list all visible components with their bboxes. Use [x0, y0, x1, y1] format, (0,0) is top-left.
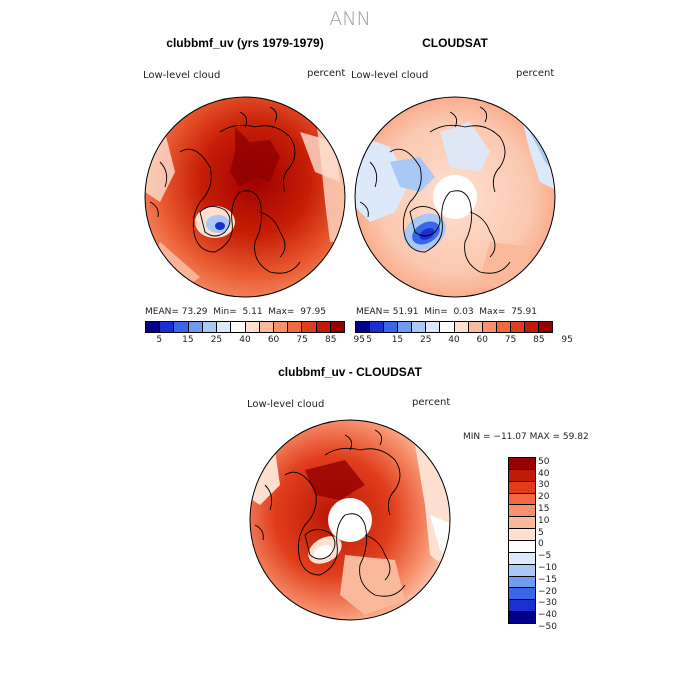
- colorbar-tick-label: 75: [504, 335, 517, 345]
- panel-1-field-label: Low-level cloud: [143, 70, 221, 81]
- colorbar-swatch: [245, 322, 260, 332]
- colorbar-swatch: [539, 322, 553, 332]
- panel-2-field-label: Low-level cloud: [351, 70, 429, 81]
- panel-1-units: percent: [307, 68, 346, 79]
- colorbar-swatch: [384, 322, 399, 332]
- colorbar-swatch: [510, 322, 525, 332]
- diff-panel-minmax: MIN = −11.07 MAX = 59.82: [463, 432, 589, 442]
- colorbar-tick-label: 5: [366, 335, 372, 345]
- diff-colorbar-ticks: 50 40 30 20 15 10 5 0 −5 −10 −15 −20 −30 −40 −50: [538, 456, 578, 632]
- diff-panel-field-label: Low-level cloud: [247, 399, 325, 410]
- colorbar-swatch: [202, 322, 218, 332]
- colorbar-tick-label: −40: [538, 610, 557, 621]
- colorbar-tick-label: 85: [324, 335, 337, 345]
- colorbar-swatch: [524, 322, 540, 332]
- colorbar-tick-label: 5: [156, 335, 163, 345]
- colorbar-swatch: [454, 322, 469, 332]
- colorbar-swatch: [231, 322, 246, 332]
- diff-colorbar: [508, 457, 536, 624]
- colorbar-tick-label: −5: [538, 551, 552, 562]
- colorbar-tick-label: 15: [182, 335, 194, 345]
- colorbar-swatch: [509, 576, 535, 589]
- colorbar-tick-label: 50: [538, 456, 550, 467]
- colorbar-tick-label: 95: [353, 335, 365, 345]
- colorbar-swatch: [496, 322, 511, 332]
- colorbar-tick-label: 15: [391, 335, 404, 345]
- colorbar-swatch: [468, 322, 483, 332]
- colorbar-tick-label: 85: [533, 335, 545, 345]
- colorbar-tick-label: 40: [448, 335, 460, 345]
- colorbar-tick-label: −30: [538, 598, 557, 609]
- colorbar-swatch: [288, 322, 303, 332]
- colorbar-swatch: [509, 458, 535, 470]
- panel-2-title: CLOUDSAT: [422, 36, 488, 50]
- panel-1-stats: MEAN= 73.29 Min= 5.11 Max= 97.95: [145, 307, 326, 317]
- colorbar-tick-label: −10: [538, 562, 557, 573]
- colorbar-swatch: [509, 493, 535, 506]
- colorbar-swatch: [509, 552, 535, 565]
- panel-2-units: percent: [516, 68, 555, 79]
- colorbar-tick-label: 5: [538, 527, 544, 538]
- colorbar-swatch: [356, 322, 371, 332]
- panel-2-colorbar: 5 15 25 40 60 75 85 95: [355, 321, 573, 347]
- colorbar-tick-label: 95: [561, 335, 573, 345]
- colorbar-tick-label: 15: [538, 504, 550, 515]
- colorbar-tick-label: 60: [476, 335, 488, 345]
- colorbar-swatch: [273, 322, 289, 332]
- colorbar-swatch: [217, 322, 232, 332]
- colorbar-tick-label: 10: [538, 515, 550, 526]
- colorbar-swatch: [316, 322, 331, 332]
- colorbar-swatch: [398, 322, 413, 332]
- colorbar-swatch: [509, 564, 535, 577]
- colorbar-tick-label: −50: [538, 621, 557, 632]
- colorbar-tick-label: 30: [538, 480, 550, 491]
- colorbar-swatch: [370, 322, 385, 332]
- colorbar-swatch: [302, 322, 317, 332]
- colorbar-swatch: [259, 322, 274, 332]
- colorbar-swatch: [426, 322, 441, 332]
- colorbar-swatch: [509, 588, 535, 601]
- colorbar-swatch: [174, 322, 189, 332]
- colorbar-swatch: [509, 612, 535, 624]
- colorbar-swatch: [440, 322, 455, 332]
- colorbar-swatch: [509, 481, 535, 494]
- colorbar-swatch: [188, 322, 203, 332]
- panel-1-title: clubbmf_uv (yrs 1979-1979): [166, 36, 324, 50]
- colorbar-tick-label: 75: [296, 335, 308, 345]
- colorbar-swatch: [330, 322, 345, 332]
- colorbar-tick-label: 40: [239, 335, 251, 345]
- colorbar-swatch: [482, 322, 497, 332]
- colorbar-swatch: [509, 541, 535, 553]
- diff-panel-title: clubbmf_uv - CLOUDSAT: [278, 365, 422, 379]
- diff-panel-units: percent: [412, 397, 451, 408]
- diff-panel-polar-map: [249, 419, 451, 621]
- colorbar-swatch: [509, 505, 535, 518]
- colorbar-swatch: [509, 600, 535, 613]
- panel-2-stats: MEAN= 51.91 Min= 0.03 Max= 75.91: [356, 307, 537, 317]
- colorbar-tick-label: 20: [538, 492, 550, 503]
- colorbar-tick-label: 40: [538, 468, 550, 479]
- colorbar-tick-label: −20: [538, 586, 557, 597]
- colorbar-tick-label: 60: [267, 335, 280, 345]
- colorbar-swatch: [509, 517, 535, 530]
- colorbar-swatch: [509, 529, 535, 542]
- colorbar-swatch: [509, 469, 535, 482]
- colorbar-swatch: [412, 322, 427, 332]
- colorbar-tick-label: −15: [538, 574, 557, 585]
- colorbar-tick-label: 0: [538, 539, 544, 550]
- colorbar-swatch: [146, 322, 161, 332]
- panel-1-colorbar: 5 15 25 40 60 75 85 95: [145, 321, 365, 347]
- panel-2-polar-map: [354, 96, 556, 298]
- colorbar-swatch: [160, 322, 175, 332]
- colorbar-tick-label: 25: [210, 335, 223, 345]
- panel-1-polar-map: [144, 96, 346, 298]
- colorbar-tick-label: 25: [419, 335, 432, 345]
- figure-title: ANN: [329, 8, 371, 30]
